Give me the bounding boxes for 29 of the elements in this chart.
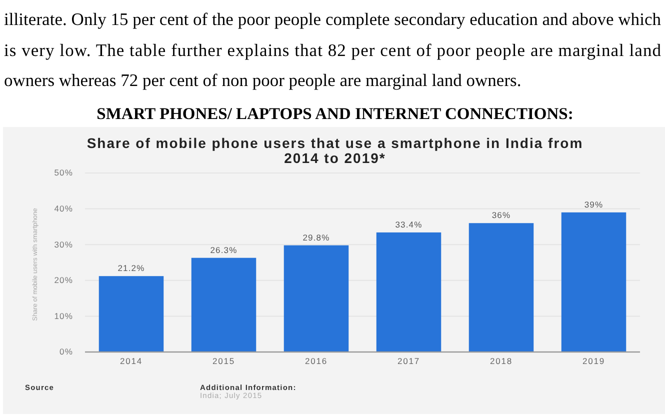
- chart-title: Share of mobile phone users that use a smartphone in India from 2014 to 2019*: [86, 135, 584, 166]
- y-tick-label: 20%: [54, 275, 73, 286]
- y-tick-label: 50%: [54, 168, 73, 178]
- y-tick-label: 0%: [60, 346, 73, 357]
- x-tick-label: 2017: [397, 356, 420, 366]
- data-label: 29.8%: [302, 232, 330, 242]
- bar: [376, 232, 442, 352]
- x-tick-label: 2018: [490, 356, 513, 366]
- bar: [191, 258, 256, 352]
- bar: [98, 276, 164, 352]
- text: owners whereas 72 per cent of non poor people are marginal land owners.: [4, 70, 522, 90]
- x-tick-label: 2019: [582, 356, 606, 366]
- data-label: 36%: [492, 210, 511, 220]
- x-tick-label: 2016: [304, 356, 328, 366]
- text: illiterate. Only 15 per cent of the poor people complete secondary education and above which: [4, 9, 662, 29]
- y-tick-label: 30%: [54, 239, 73, 250]
- bar: [468, 223, 534, 352]
- text: is very low. The table further explains that 82 per cent of poor people are marginal land: [4, 40, 662, 60]
- x-tick-label: 2014: [120, 356, 143, 366]
- data-label: 33.4%: [395, 219, 422, 230]
- bar: [284, 245, 349, 352]
- x-tick-label: 2015: [212, 356, 236, 366]
- bar: [561, 212, 626, 352]
- data-label: 39%: [584, 199, 604, 210]
- data-label: 21.2%: [118, 263, 145, 274]
- y-tick-label: 40%: [54, 204, 73, 214]
- text: SMART PHONES/ LAPTOPS AND INTERNET CONNECTIONS:: [96, 104, 574, 123]
- y-tick-label: 10%: [54, 310, 73, 321]
- data-label: 26.3%: [210, 244, 238, 255]
